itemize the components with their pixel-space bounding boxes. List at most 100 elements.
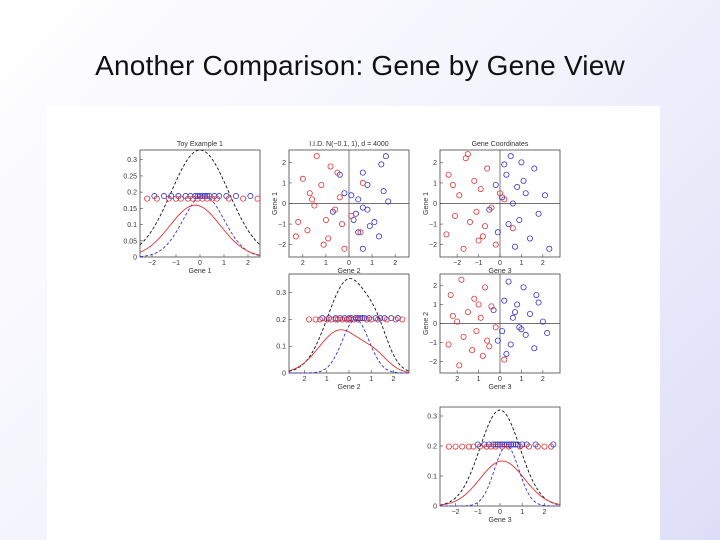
data-point-red xyxy=(392,316,399,323)
x-tick-label: −1 xyxy=(475,260,483,267)
panel-p12: 2 1 0 1 2 −2 −1 0 1 2 I.I.D. N(−0.1, 1), d = 4000 G… xyxy=(272,141,410,275)
data-point-red xyxy=(492,241,499,248)
x-tick-label: 0 xyxy=(498,260,502,267)
x-axis-label: Gene 3 xyxy=(489,517,512,524)
data-point-blue xyxy=(526,235,533,242)
data-point-blue xyxy=(380,188,387,195)
data-point-red xyxy=(475,301,482,308)
data-point-red xyxy=(339,316,346,323)
plot-title: Gene Coordinates xyxy=(472,141,529,148)
data-point-red xyxy=(165,195,172,202)
data-point-red xyxy=(484,165,491,172)
data-point-red xyxy=(311,202,318,209)
x-tick-label: 0 xyxy=(347,376,351,383)
data-point-red xyxy=(341,245,348,252)
x-tick-label: −1 xyxy=(474,509,482,516)
data-point-red xyxy=(194,195,201,202)
data-point-red xyxy=(459,443,466,450)
data-point-blue xyxy=(499,441,506,448)
data-point-blue xyxy=(511,243,518,250)
x-tick-label: 0 xyxy=(498,509,502,516)
data-point-red xyxy=(354,316,361,323)
data-point-blue xyxy=(518,159,525,166)
data-point-blue xyxy=(366,223,373,230)
data-point-blue xyxy=(509,314,516,321)
data-point-blue xyxy=(535,299,542,306)
x-tick-label: 0 xyxy=(347,260,351,267)
data-point-blue xyxy=(378,161,385,168)
data-point-red xyxy=(305,316,312,323)
data-point-blue xyxy=(486,206,493,213)
data-point-blue xyxy=(385,198,392,205)
x-tick-label: 2 xyxy=(246,260,250,267)
data-point-red xyxy=(363,316,370,323)
data-point-blue xyxy=(516,216,523,223)
data-point-blue xyxy=(382,153,389,160)
data-point-blue xyxy=(371,219,378,226)
data-point-red xyxy=(473,328,480,335)
data-point-blue xyxy=(544,330,551,337)
data-point-blue xyxy=(348,192,355,199)
data-point-blue xyxy=(546,245,553,252)
figure-panel: −2 −1 0 1 2 0 0.05 0.1 0.15 0.2 0.25 0.3 Toy Example… xyxy=(47,106,660,540)
plot-title: Toy Example 1 xyxy=(177,141,223,148)
data-point-blue xyxy=(492,181,499,188)
x-tick-label: 1 xyxy=(222,260,226,267)
x-tick-label: 2 xyxy=(301,260,305,267)
data-point-blue xyxy=(514,184,521,191)
data-point-red xyxy=(492,324,499,331)
data-point-red xyxy=(481,223,488,230)
data-point-red xyxy=(449,181,456,188)
data-point-red xyxy=(334,169,341,176)
x-axis-label: Gene 1 xyxy=(189,268,212,275)
data-point-red xyxy=(332,206,339,213)
y-tick-label: 1 xyxy=(433,302,437,309)
panel-p22: 2 1 0 1 2 0 0.1 0.2 0.3 Gene 2 xyxy=(276,273,410,391)
data-point-blue xyxy=(520,177,527,184)
data-point-red xyxy=(452,443,459,450)
density-curve-black xyxy=(139,149,261,246)
density-curve-blue xyxy=(440,445,561,507)
x-tick-label: 2 xyxy=(541,376,545,383)
data-point-blue xyxy=(509,200,516,207)
data-point-red xyxy=(465,443,472,450)
y-tick-label: 2 xyxy=(433,160,437,167)
y-tick-label: −1 xyxy=(278,222,286,229)
y-tick-label: 0 xyxy=(133,255,137,262)
data-point-blue xyxy=(499,328,506,335)
data-point-red xyxy=(488,443,495,450)
data-point-blue xyxy=(507,153,514,160)
data-point-blue xyxy=(232,193,239,200)
panel-p33: −2 −1 0 1 2 0 0.1 0.2 0.3 Gene 3 xyxy=(427,406,561,524)
density-curve-blue xyxy=(139,194,261,257)
panel-p23: 2 1 0 1 2 −2 −1 0 1 2 Gene 3 Gene 2 xyxy=(423,273,561,391)
plot-title: I.I.D. N(−0.1, 1), d = 4000 xyxy=(309,141,388,148)
plot-frame xyxy=(288,273,410,374)
data-point-blue xyxy=(501,161,508,168)
data-point-red xyxy=(345,316,352,323)
data-point-red xyxy=(541,443,548,450)
data-point-blue xyxy=(359,169,366,176)
x-tick-label: 1 xyxy=(519,260,523,267)
data-point-red xyxy=(374,316,381,323)
data-point-blue xyxy=(359,245,366,252)
data-point-red xyxy=(357,229,364,236)
x-axis-label: Gene 3 xyxy=(489,268,512,275)
y-tick-label: 1 xyxy=(282,180,286,187)
data-point-blue xyxy=(522,331,529,338)
data-point-red xyxy=(473,208,480,215)
data-point-blue xyxy=(503,350,510,357)
x-tick-label: 2 xyxy=(393,260,397,267)
data-point-blue xyxy=(494,229,501,236)
data-point-blue xyxy=(503,171,510,178)
data-point-red xyxy=(460,333,467,340)
data-point-red xyxy=(359,179,366,186)
y-tick-label: 0.3 xyxy=(427,414,437,421)
y-tick-label: 0 xyxy=(282,201,286,208)
data-point-red xyxy=(477,314,484,321)
x-tick-label: 2 xyxy=(303,376,307,383)
data-point-red xyxy=(317,316,324,323)
data-point-red xyxy=(173,195,180,202)
data-point-blue xyxy=(533,291,540,298)
x-tick-label: 1 xyxy=(519,376,523,383)
